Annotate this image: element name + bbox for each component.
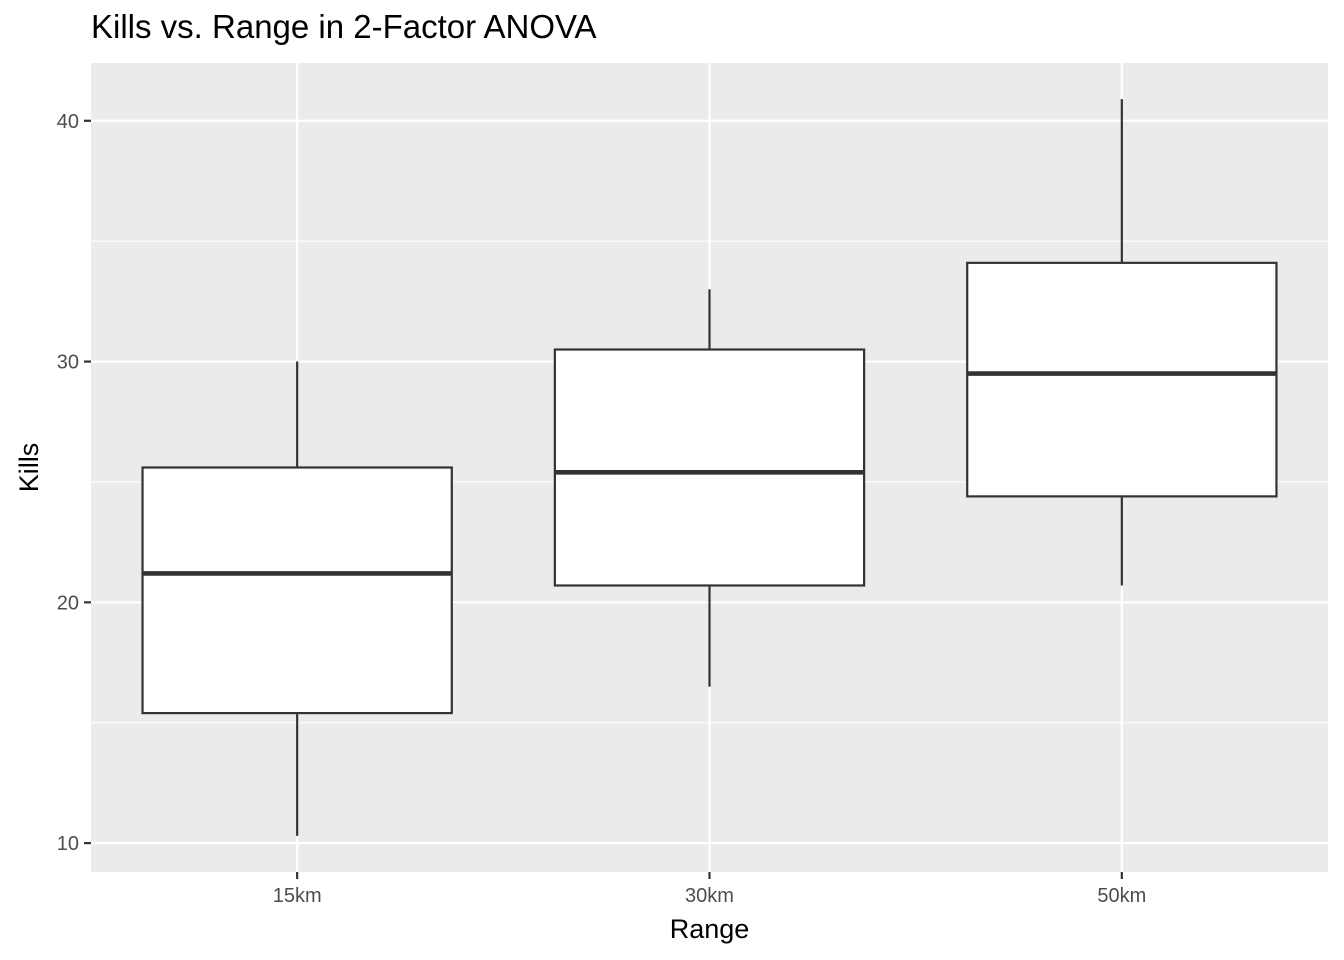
boxes-group	[141, 99, 1278, 836]
y-tick-label: 30	[57, 352, 79, 374]
box-50km	[966, 99, 1278, 586]
x-axis-title: Range	[670, 914, 750, 944]
y-tick-label: 20	[57, 592, 79, 614]
box-body	[553, 348, 866, 587]
x-axis: 15km 30km 50km	[273, 872, 1146, 907]
y-axis: 10 20 30 40	[57, 111, 91, 855]
y-axis-title: Kills	[14, 443, 44, 493]
box-15km	[141, 361, 453, 836]
box-body	[966, 261, 1278, 498]
box-30km	[553, 289, 866, 687]
x-tick-label: 50km	[1097, 885, 1146, 907]
y-tick-label: 10	[57, 833, 79, 855]
y-tick-label: 40	[57, 111, 79, 133]
chart-title: Kills vs. Range in 2-Factor ANOVA	[91, 8, 597, 45]
x-tick-label: 15km	[273, 885, 322, 907]
x-tick-label: 30km	[685, 885, 734, 907]
box-body	[141, 466, 453, 715]
